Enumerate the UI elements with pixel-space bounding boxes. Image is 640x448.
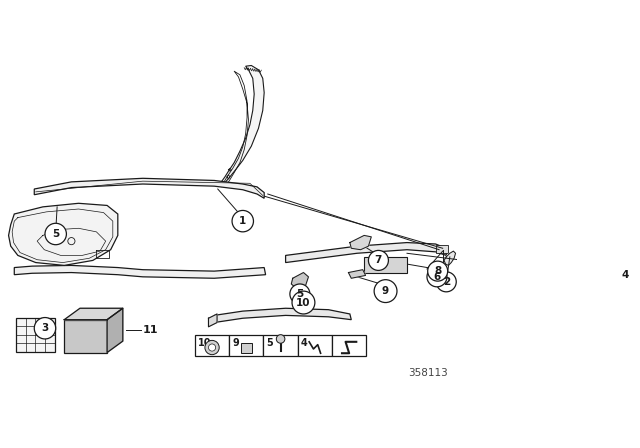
Circle shape bbox=[427, 267, 447, 287]
Polygon shape bbox=[348, 270, 365, 278]
Polygon shape bbox=[350, 236, 371, 250]
Bar bbox=[264, 335, 298, 356]
Circle shape bbox=[436, 272, 456, 292]
Text: 5: 5 bbox=[266, 337, 273, 348]
Text: 4: 4 bbox=[621, 270, 628, 280]
Circle shape bbox=[614, 264, 636, 285]
Text: 9: 9 bbox=[232, 337, 239, 348]
Circle shape bbox=[428, 261, 448, 281]
Text: 9: 9 bbox=[382, 286, 389, 296]
Text: 11: 11 bbox=[143, 325, 158, 336]
Polygon shape bbox=[291, 272, 308, 288]
Circle shape bbox=[209, 344, 216, 351]
Bar bbox=[332, 335, 366, 356]
Bar bbox=[229, 335, 264, 356]
Polygon shape bbox=[107, 308, 123, 353]
Text: 3: 3 bbox=[42, 323, 49, 333]
Bar bbox=[195, 335, 229, 356]
Circle shape bbox=[369, 250, 388, 271]
Polygon shape bbox=[64, 308, 123, 320]
Text: 1: 1 bbox=[239, 216, 246, 226]
Polygon shape bbox=[209, 314, 217, 327]
Polygon shape bbox=[8, 203, 118, 265]
Polygon shape bbox=[214, 308, 351, 323]
Circle shape bbox=[292, 291, 315, 314]
Polygon shape bbox=[35, 178, 264, 198]
Text: 7: 7 bbox=[375, 255, 382, 265]
Text: 4: 4 bbox=[301, 337, 307, 348]
Polygon shape bbox=[444, 251, 456, 265]
Polygon shape bbox=[285, 242, 446, 263]
Circle shape bbox=[35, 318, 56, 339]
Circle shape bbox=[374, 280, 397, 302]
Text: 10: 10 bbox=[296, 297, 310, 307]
Bar bbox=[241, 343, 252, 353]
Circle shape bbox=[205, 340, 219, 355]
Text: 5: 5 bbox=[296, 289, 303, 299]
Polygon shape bbox=[221, 65, 264, 187]
Circle shape bbox=[290, 284, 310, 304]
Bar bbox=[16, 318, 55, 352]
Bar bbox=[64, 320, 107, 353]
Text: 8: 8 bbox=[434, 266, 442, 276]
Text: 2: 2 bbox=[443, 277, 450, 287]
Bar bbox=[298, 335, 332, 356]
Text: 10: 10 bbox=[198, 337, 211, 348]
Text: 6: 6 bbox=[433, 272, 440, 282]
Bar bbox=[364, 257, 407, 272]
Circle shape bbox=[45, 223, 67, 245]
Bar bbox=[436, 246, 449, 253]
Text: 5: 5 bbox=[52, 229, 60, 239]
Text: 358113: 358113 bbox=[409, 368, 449, 378]
Polygon shape bbox=[14, 265, 266, 278]
Circle shape bbox=[276, 335, 285, 343]
Circle shape bbox=[232, 211, 253, 232]
